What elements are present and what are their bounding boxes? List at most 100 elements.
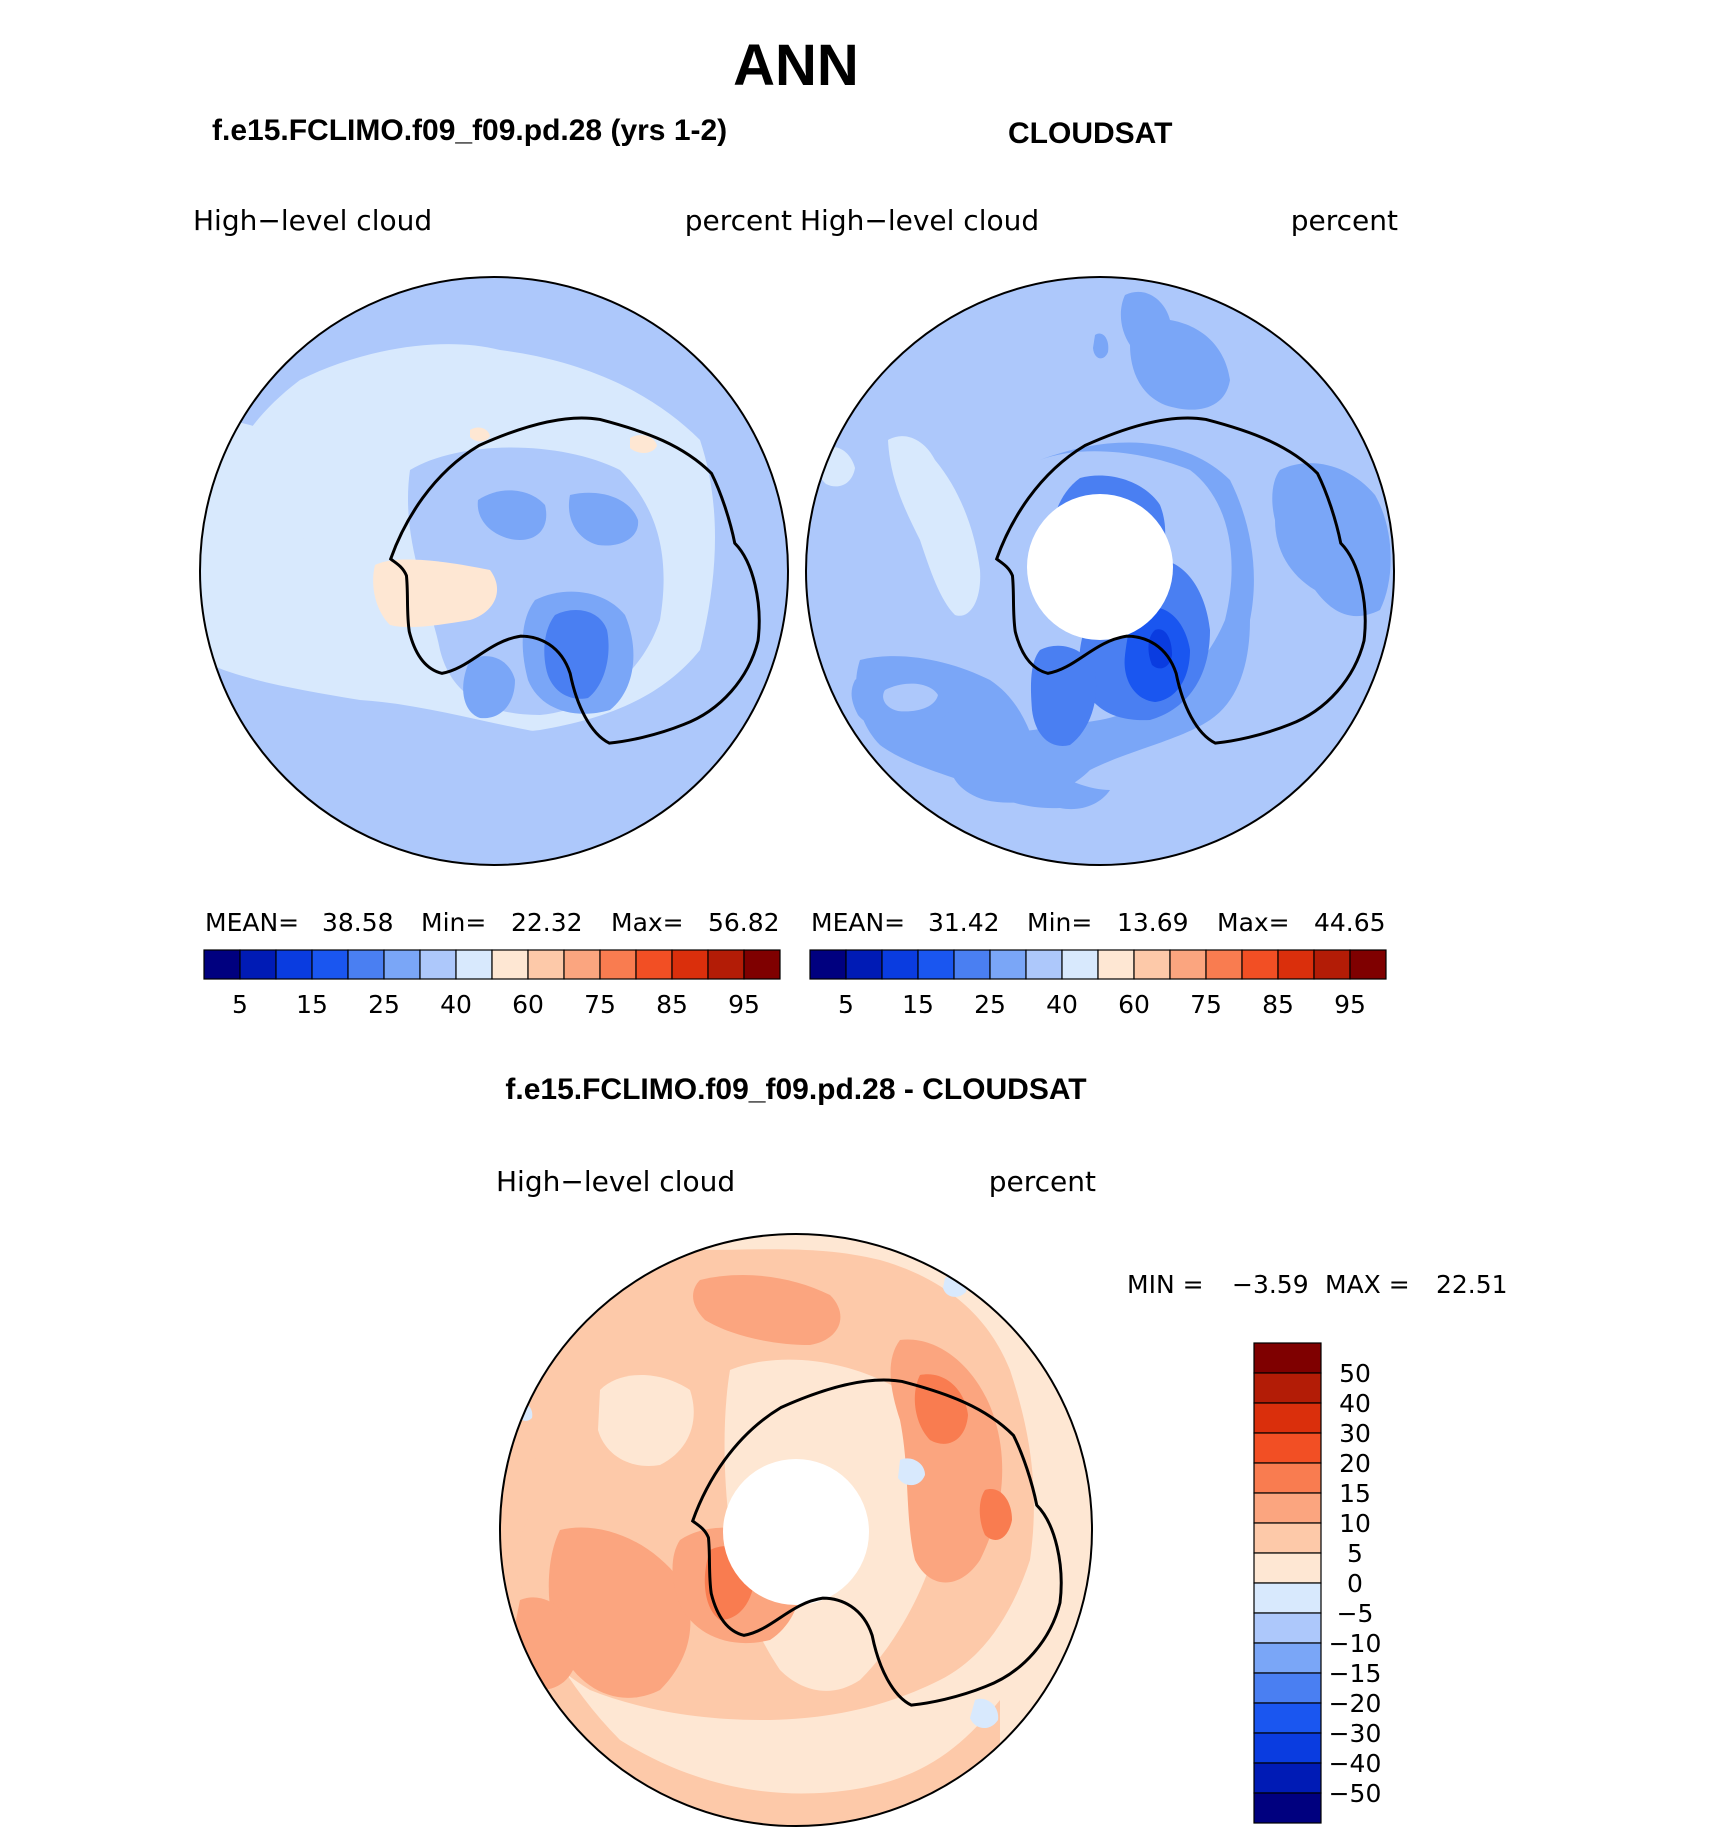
panel-b-colorbar-tick-label: 25 [974, 990, 1006, 1019]
panel-a-colorbar-swatch [239, 949, 277, 980]
panel-a-contour-plateau-mid-2 [568, 492, 639, 546]
panel-c-min-value: −3.59 [1232, 1270, 1309, 1299]
panel-c-colorbar-tick-label: 50 [1339, 1359, 1371, 1388]
panel-c-colorbar-swatch [1253, 1732, 1322, 1764]
panel-c-contour-east-20 [914, 1374, 968, 1444]
panel-a-units-label: percent [685, 204, 792, 237]
panel-a-colorbar-tick-label: 60 [512, 990, 544, 1019]
panel-c-colorbar-tick-label: 15 [1339, 1479, 1371, 1508]
panel-a-map [199, 276, 789, 866]
panel-a-contour-ocean-light-west [200, 422, 304, 708]
panel-a-colorbar-tick-label: 95 [728, 990, 760, 1019]
panel-a-contour-ocean-mid-south [200, 660, 788, 865]
panel-b-contour-peninsula-high [888, 436, 981, 616]
panel-a-colorbar-swatch [671, 949, 709, 980]
panel-c-map-outline [499, 1233, 1093, 1827]
panel-c-colorbar-tick-label: −30 [1329, 1719, 1382, 1748]
panel-a-colorbar-tick-label: 85 [656, 990, 688, 1019]
panel-a-colorbar-swatch [311, 949, 349, 980]
panel-a-colorbar-swatch [707, 949, 745, 980]
panel-b-colorbar-tick-label: 5 [838, 990, 854, 1019]
panel-c-colorbar-tick-label: −20 [1329, 1689, 1382, 1718]
panel-c-colorbar-swatch [1253, 1522, 1322, 1554]
panel-b-colorbar-tick-label: 60 [1118, 990, 1150, 1019]
panel-a-colorbar-swatch [491, 949, 529, 980]
figure-title: ANN [733, 33, 859, 98]
panel-b-colorbar-tick-label: 75 [1190, 990, 1222, 1019]
panel-a-min-value: 22.32 [511, 908, 583, 937]
panel-c-missing-pole [723, 1459, 869, 1605]
panel-c-colorbar-swatch [1253, 1552, 1322, 1584]
panel-b-colorbar-swatch [1205, 949, 1243, 980]
panel-b-colorbar-swatch [845, 949, 883, 980]
panel-a-contour-east-low-2 [463, 656, 515, 719]
panel-c-case-title: f.e15.FCLIMO.f09_f09.pd.28 - CLOUDSAT [505, 1073, 1086, 1106]
panel-c-contour-north-15 [693, 1275, 841, 1345]
panel-b-mean-label: MEAN= [811, 908, 905, 937]
panel-b-colorbar-swatch [881, 949, 919, 980]
panel-b-map [805, 276, 1395, 866]
panel-b-max-label: Max= [1217, 908, 1290, 937]
panel-b-obs: High−level cloud percent [800, 204, 1398, 1019]
panel-c-colorbar-swatch [1253, 1342, 1322, 1374]
panel-b-case-title: CLOUDSAT [1008, 117, 1172, 150]
panel-b-contour-east-ocean [1272, 463, 1391, 617]
panel-a-colorbar-swatch [347, 949, 385, 980]
panel-b-units-label: percent [1291, 204, 1398, 237]
panel-b-max-value: 44.65 [1314, 908, 1386, 937]
panel-a-colorbar-tick-label: 5 [232, 990, 248, 1019]
panel-c-colorbar-swatch [1253, 1372, 1322, 1404]
panel-c-colorbar-tick-label: 0 [1347, 1569, 1363, 1598]
panel-c-units-label: percent [989, 1165, 1096, 1198]
panel-a-colorbar-swatch [743, 949, 781, 980]
panel-a-contour-warm-ross [373, 559, 498, 628]
panel-a-model: High−level cloud percent MEAN= [193, 204, 792, 1019]
panel-b-colorbar-tick-label: 15 [902, 990, 934, 1019]
panel-a-colorbar-swatch [203, 949, 241, 980]
panel-a-colorbar-swatch [527, 949, 565, 980]
panel-c-min-label: MIN = [1127, 1270, 1204, 1299]
panel-b-colorbar-swatch [1061, 949, 1099, 980]
panel-c-colorbar-swatch [1253, 1462, 1322, 1494]
panel-c-colorbar-swatch [1253, 1492, 1322, 1524]
panel-c-colorbar-swatch [1253, 1672, 1322, 1704]
panel-c-contour-peninsula-light [598, 1375, 694, 1466]
panel-a-min-label: Min= [421, 908, 486, 937]
panel-b-variable-label: High−level cloud [800, 204, 1039, 237]
panel-b-colorbar-swatch [1097, 949, 1135, 980]
panel-c-variable-label: High−level cloud [496, 1165, 735, 1198]
panel-b-missing-pole [1027, 494, 1173, 640]
panel-c-colorbar-swatch [1253, 1402, 1322, 1434]
panel-c-colorbar-tick-label: 5 [1347, 1539, 1363, 1568]
panel-b-colorbar-swatch [989, 949, 1027, 980]
panel-c-colorbar-tick-label: −10 [1329, 1629, 1382, 1658]
panel-a-colorbar-swatch [635, 949, 673, 980]
panel-a-map-outline [199, 276, 789, 866]
panel-a-colorbar-swatch [383, 949, 421, 980]
panel-c-colorbar-tick-label: 30 [1339, 1419, 1371, 1448]
panel-a-variable-label: High−level cloud [193, 204, 432, 237]
panel-b-contour-continent [949, 442, 1254, 803]
panel-b-contour-ring-hole [883, 683, 938, 712]
panel-c-contour-neg-1 [898, 1458, 925, 1486]
panel-a-case-title: f.e15.FCLIMO.f09_f09.pd.28 (yrs 1-2) [212, 114, 727, 147]
panel-c-colorbar-tick-label: −5 [1337, 1599, 1374, 1628]
panel-c-colorbar-swatch [1253, 1582, 1322, 1614]
panel-b-colorbar-swatch [1277, 949, 1315, 980]
panel-c-contour-ring-south [500, 1520, 1000, 1826]
panel-c-colorbar-swatch [1253, 1792, 1322, 1824]
panel-b-colorbar-tick-label: 95 [1334, 990, 1366, 1019]
panel-a-colorbar-swatch [455, 949, 493, 980]
panel-a-max-label: Max= [611, 908, 684, 937]
panel-a-colorbar-tick-label: 25 [368, 990, 400, 1019]
panel-c-max-value: 22.51 [1436, 1270, 1508, 1299]
panel-c-difference: f.e15.FCLIMO.f09_f09.pd.28 - CLOUDSAT Hi… [496, 1073, 1508, 1827]
panel-b-stats: MEAN= 31.42 Min= 13.69 Max= 44.65 [811, 908, 1386, 937]
panel-c-colorbar-tick-label: 10 [1339, 1509, 1371, 1538]
panel-c-max-label: MAX = [1325, 1270, 1410, 1299]
panel-c-colorbar-tick-label: −40 [1329, 1749, 1382, 1778]
panel-c-colorbar-swatch [1253, 1642, 1322, 1674]
panel-a-colorbar-swatch [599, 949, 637, 980]
